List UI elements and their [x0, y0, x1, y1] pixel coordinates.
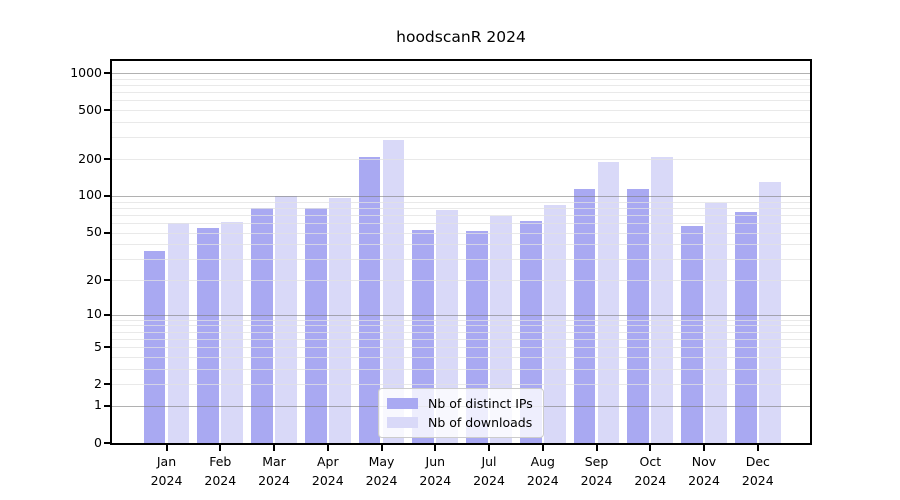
minor-gridline-500	[112, 110, 810, 112]
minor-gridline-9	[112, 319, 810, 321]
minor-gridline-80	[112, 207, 810, 209]
legend-swatch-downloads	[387, 417, 418, 428]
minor-gridline-30	[112, 259, 810, 261]
chart-title: hoodscanR 2024	[396, 28, 526, 46]
bar-downloads-dec	[758, 181, 781, 443]
bar-distinct-ips-jan	[143, 251, 166, 443]
x-tick-apr	[326, 445, 329, 451]
y-tick-label-20: 20	[86, 271, 102, 287]
legend-swatch-distinct-ips	[387, 398, 418, 409]
x-tick-label-apr: Apr 2024	[311, 454, 344, 488]
y-tick-label-500: 500	[78, 101, 102, 117]
minor-gridline-20	[112, 280, 810, 281]
y-tick-50	[104, 231, 110, 234]
x-tick-jan	[165, 445, 168, 451]
minor-gridline-70	[112, 214, 810, 216]
minor-gridline-50	[112, 232, 810, 234]
x-tick-aug	[541, 445, 544, 451]
minor-gridline-3	[112, 368, 810, 370]
legend-label-distinct-ips: Nb of distinct IPs	[428, 396, 533, 411]
y-tick-label-200: 200	[78, 150, 102, 166]
y-tick-200	[104, 158, 110, 160]
x-tick-dec	[756, 445, 759, 451]
minor-gridline-2	[112, 384, 810, 386]
y-tick-500	[104, 109, 110, 112]
major-gridline-1000	[112, 73, 810, 74]
x-tick-label-nov: Nov 2024	[688, 454, 720, 488]
y-tick-1000	[104, 72, 110, 74]
y-tick-label-2: 2	[94, 375, 102, 391]
x-tick-label-aug: Aug 2024	[526, 454, 559, 488]
y-tick-label-0: 0	[94, 434, 102, 450]
x-tick-jul	[488, 445, 490, 451]
minor-gridline-200	[112, 159, 810, 160]
x-tick-label-feb: Feb 2024	[204, 454, 237, 488]
y-tick-1	[104, 404, 110, 407]
x-tick-jun	[434, 445, 437, 451]
y-tick-label-100: 100	[78, 187, 102, 203]
minor-gridline-800	[112, 85, 810, 86]
minor-gridline-5	[112, 347, 810, 349]
major-gridline-100	[112, 195, 810, 197]
minor-gridline-40	[112, 244, 810, 246]
legend-item-downloads: Nb of downloads	[387, 415, 543, 430]
bar-distinct-ips-nov	[681, 225, 703, 443]
minor-gridline-8	[112, 325, 810, 327]
plot-area	[110, 59, 812, 445]
legend-label-downloads: Nb of downloads	[428, 415, 533, 430]
minor-gridline-600	[112, 100, 810, 102]
minor-gridline-700	[112, 92, 810, 94]
y-tick-10	[104, 313, 110, 316]
x-tick-feb	[219, 445, 222, 451]
y-tick-0	[104, 442, 110, 444]
x-tick-sep	[595, 445, 598, 451]
y-tick-label-50: 50	[86, 224, 102, 239]
y-tick-label-5: 5	[94, 338, 102, 354]
legend-item-distinct-ips: Nb of distinct IPs	[387, 396, 543, 411]
x-tick-label-mar: Mar 2024	[258, 454, 290, 488]
y-tick-2	[104, 383, 110, 386]
bar-downloads-oct	[651, 157, 674, 443]
x-tick-label-jan: Jan 2024	[150, 454, 183, 488]
bar-downloads-aug	[543, 204, 566, 443]
x-tick-oct	[649, 445, 652, 451]
minor-gridline-400	[112, 122, 810, 123]
x-tick-label-oct: Oct 2024	[634, 454, 667, 488]
minor-gridline-6	[112, 338, 810, 340]
y-tick-label-1000: 1000	[70, 64, 102, 80]
minor-gridline-60	[112, 222, 810, 224]
x-tick-label-sep: Sep 2024	[580, 454, 613, 488]
x-tick-label-may: May 2024	[365, 454, 398, 488]
y-tick-label-1: 1	[94, 397, 102, 413]
x-tick-label-jun: Jun 2024	[419, 454, 452, 488]
bar-distinct-ips-oct	[627, 188, 650, 443]
bar-distinct-ips-sep	[573, 189, 596, 443]
y-tick-20	[104, 279, 110, 281]
minor-gridline-7	[112, 331, 810, 333]
y-tick-100	[104, 194, 110, 197]
y-tick-label-10: 10	[86, 306, 102, 322]
bar-distinct-ips-dec	[734, 211, 757, 443]
x-tick-nov	[703, 445, 705, 451]
bar-distinct-ips-feb	[197, 228, 220, 443]
minor-gridline-300	[112, 137, 810, 139]
bar-downloads-jan	[167, 222, 190, 443]
minor-gridline-4	[112, 356, 810, 358]
x-tick-label-dec: Dec 2024	[741, 454, 774, 488]
x-tick-mar	[273, 445, 275, 451]
x-tick-may	[380, 445, 383, 451]
major-gridline-10	[112, 314, 810, 316]
minor-gridline-900	[112, 78, 810, 80]
bar-downloads-mar	[275, 195, 297, 443]
bar-downloads-jul	[490, 215, 512, 443]
legend: Nb of distinct IPs Nb of downloads	[378, 388, 544, 438]
bar-downloads-sep	[597, 161, 620, 443]
bar-distinct-ips-may	[358, 156, 381, 443]
minor-gridline-90	[112, 201, 810, 203]
bar-downloads-nov	[705, 203, 727, 443]
y-tick-5	[104, 346, 110, 349]
x-tick-label-jul: Jul 2024	[473, 454, 505, 488]
